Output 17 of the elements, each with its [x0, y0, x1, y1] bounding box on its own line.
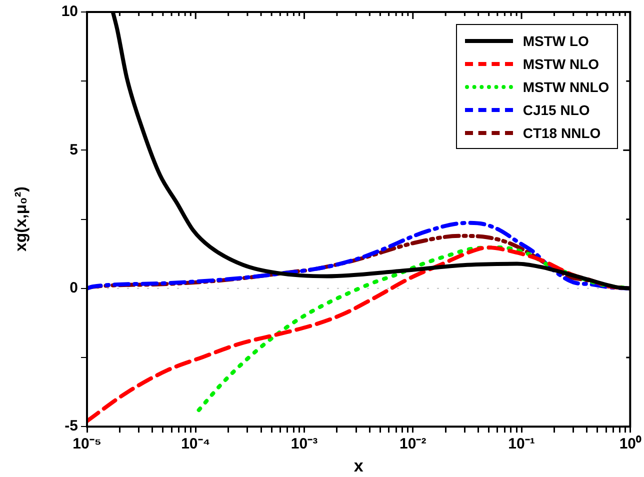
y-tick-label: 5: [70, 141, 78, 158]
y-tick-label: -5: [64, 418, 78, 435]
legend-label: CJ15 NLO: [522, 102, 590, 118]
legend-label: MSTW NLO: [522, 56, 600, 72]
x-tick-label: 10⁻⁵: [72, 436, 102, 453]
x-tick-label: 10⁻²: [400, 436, 426, 453]
legend-label: CT18 NNLO: [522, 124, 601, 140]
legend-label: MSTW NNLO: [522, 78, 610, 94]
y-tick-label: 0: [70, 280, 78, 297]
x-tick-label: 10⁻¹: [508, 436, 535, 453]
x-tick-label: 10⁰: [619, 434, 642, 453]
x-axis-title: x: [354, 456, 364, 476]
legend-label: MSTW LO: [522, 32, 589, 48]
x-tick-label: 10⁻³: [290, 436, 318, 453]
y-axis-title: xg(x,μ₀²): [13, 186, 31, 254]
y-tick-label: 10: [61, 3, 78, 20]
x-tick-label: 10⁻⁴: [181, 436, 210, 453]
